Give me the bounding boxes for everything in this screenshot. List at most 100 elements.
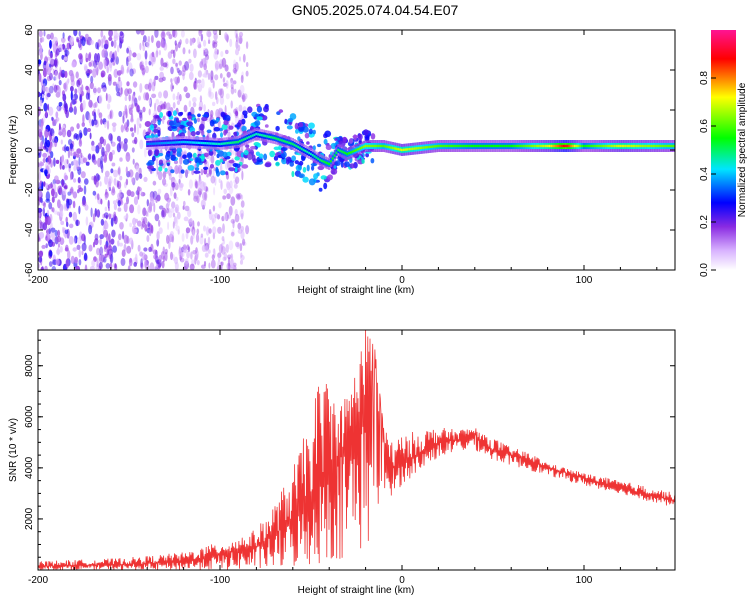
blob-cell: [157, 129, 161, 137]
ridge-core: [566, 144, 569, 148]
x-tick-label: -100: [210, 275, 230, 286]
noise-cell: [43, 102, 48, 112]
ridge-core: [561, 144, 564, 148]
noise-cell: [104, 244, 108, 250]
ridge-core: [366, 144, 369, 148]
ridge-core: [446, 144, 449, 148]
noise-cell: [67, 78, 70, 83]
noise-cell: [48, 202, 53, 210]
noise-cell: [69, 143, 74, 150]
blob-cell: [302, 166, 307, 173]
noise-cell: [52, 43, 57, 53]
ridge-core: [548, 144, 551, 148]
noise-cell: [179, 39, 182, 45]
ridge-core: [448, 144, 451, 148]
ridge-core: [664, 144, 668, 148]
noise-cell: [154, 75, 159, 80]
noise-cell: [85, 57, 89, 63]
noise-cell: [199, 60, 203, 67]
noise-cell: [162, 178, 167, 186]
blob-cell: [320, 175, 327, 180]
ridge-core: [666, 144, 669, 148]
noise-cell: [77, 165, 80, 170]
noise-cell: [179, 94, 182, 102]
blob-cell: [177, 112, 183, 117]
ridge-core: [659, 144, 662, 148]
noise-cell: [152, 117, 157, 124]
ridge-core: [249, 135, 253, 138]
noise-cell: [42, 207, 45, 217]
noise-cell: [221, 215, 225, 222]
noise-cell: [230, 196, 236, 206]
noise-cell: [45, 191, 51, 202]
ridge-core: [162, 141, 165, 145]
noise-cell: [182, 205, 185, 210]
blob-cell: [256, 143, 261, 148]
noise-cell: [204, 69, 209, 79]
noise-cell: [195, 233, 200, 243]
blob-cell: [317, 143, 322, 148]
noise-cell: [239, 259, 244, 265]
noise-cell: [136, 53, 142, 61]
noise-cell: [127, 62, 133, 72]
noise-cell: [73, 159, 77, 166]
noise-cell: [178, 173, 183, 179]
noise-cell: [98, 94, 103, 105]
blob-cell: [284, 118, 288, 124]
noise-cell: [157, 188, 162, 194]
x-tick-label: -100: [210, 575, 230, 586]
noise-cell: [151, 35, 154, 43]
ridge-core: [204, 142, 207, 145]
snr-series-line: [38, 330, 675, 570]
noise-cell: [64, 229, 69, 235]
ridge-core: [655, 144, 658, 148]
noise-cell: [132, 228, 138, 233]
noise-cell: [212, 80, 215, 89]
noise-cell: [110, 238, 115, 245]
noise-cell: [162, 171, 167, 179]
noise-cell: [38, 129, 43, 138]
noise-cell: [193, 195, 198, 202]
noise-cell: [131, 147, 135, 153]
noise-cell: [215, 108, 220, 119]
ridge-core: [315, 156, 318, 159]
blob-cell: [203, 168, 208, 175]
noise-cell: [174, 206, 178, 214]
blob-cell: [263, 105, 269, 113]
ridge-core: [493, 144, 496, 148]
noise-cell: [64, 49, 70, 57]
noise-cell: [133, 257, 138, 263]
noise-cell: [62, 93, 67, 102]
noise-cell: [88, 53, 91, 62]
ridge-core: [619, 144, 622, 148]
ridge-core: [222, 142, 225, 145]
noise-cell: [119, 175, 123, 181]
noise-cell: [153, 78, 156, 87]
ridge-core: [291, 142, 294, 146]
noise-cell: [132, 81, 138, 88]
noise-cell: [170, 66, 174, 75]
noise-cell: [220, 51, 224, 57]
noise-cell: [210, 259, 216, 269]
ridge-core: [335, 151, 338, 154]
noise-cell: [66, 42, 71, 50]
blob-cell: [151, 155, 156, 162]
noise-cell: [224, 64, 229, 72]
blob-cell: [182, 117, 188, 121]
noise-cell: [157, 170, 163, 181]
ridge-core: [643, 144, 646, 148]
noise-cell: [127, 265, 131, 270]
ridge-core: [382, 144, 385, 148]
ridge-core: [437, 144, 440, 148]
noise-cell: [63, 56, 69, 61]
noise-cell: [179, 155, 183, 165]
noise-cell: [74, 235, 78, 244]
noise-cell: [81, 36, 86, 47]
ridge-core: [570, 144, 573, 148]
noise-cell: [39, 44, 43, 54]
noise-cell: [117, 166, 121, 176]
ridge-core: [320, 159, 324, 162]
blob-cell: [304, 132, 310, 139]
noise-cell: [62, 188, 67, 196]
noise-cell: [57, 199, 61, 209]
